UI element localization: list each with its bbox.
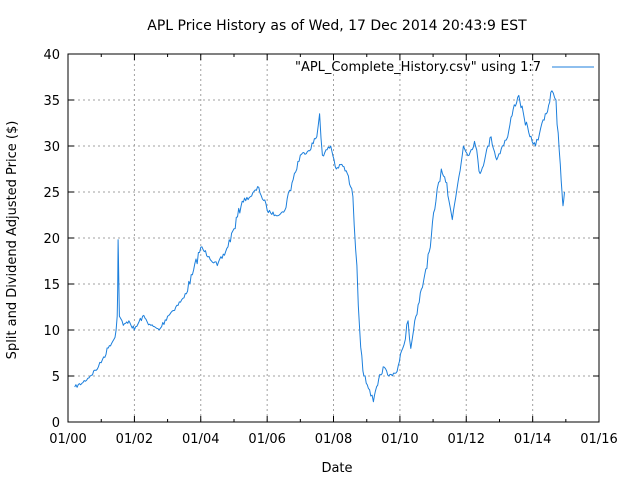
y-tick-label: 35 bbox=[43, 94, 60, 109]
x-tick-label: 01/04 bbox=[182, 432, 219, 447]
x-tick-label: 01/02 bbox=[116, 432, 153, 447]
x-axis-ticks: 01/00 01/02 01/04 01/06 01/08 01/10 01/12 01/14… bbox=[49, 54, 618, 447]
plot-border bbox=[67, 53, 600, 423]
grid-lines bbox=[68, 54, 599, 422]
y-tick-label: 0 bbox=[52, 416, 60, 431]
legend: "APL_Complete_History.csv" using 1:7 bbox=[295, 60, 594, 75]
x-tick-label: 01/14 bbox=[514, 432, 551, 447]
x-tick-label: 01/10 bbox=[381, 432, 418, 447]
y-tick-label: 10 bbox=[43, 324, 60, 339]
legend-entry-label: "APL_Complete_History.csv" using 1:7 bbox=[295, 60, 541, 75]
x-tick-label: 01/12 bbox=[448, 432, 485, 447]
y-axis-label: Split and Dividend Adjusted Price ($) bbox=[5, 121, 20, 360]
x-tick-label: 01/08 bbox=[315, 432, 352, 447]
y-tick-label: 20 bbox=[43, 232, 60, 247]
y-axis-ticks: 0 5 10 15 20 25 30 35 40 bbox=[43, 48, 599, 431]
x-tick-label: 01/16 bbox=[580, 432, 617, 447]
x-tick-label: 01/00 bbox=[49, 432, 86, 447]
chart-title: APL Price History as of Wed, 17 Dec 2014… bbox=[147, 18, 527, 34]
x-axis-label: Date bbox=[321, 461, 352, 476]
y-tick-label: 15 bbox=[43, 278, 60, 293]
x-tick-label: 01/06 bbox=[248, 432, 285, 447]
y-tick-label: 5 bbox=[52, 370, 60, 385]
price-series-line bbox=[74, 90, 565, 403]
y-tick-label: 30 bbox=[43, 140, 60, 155]
y-tick-label: 25 bbox=[43, 186, 60, 201]
y-tick-label: 40 bbox=[43, 48, 60, 63]
